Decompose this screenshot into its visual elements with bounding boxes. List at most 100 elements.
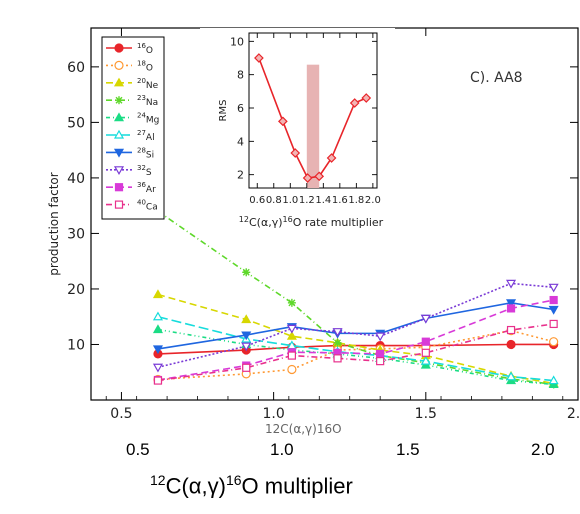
data-point-32S-2 (286, 324, 297, 334)
legend-label-36Ar: 36Ar (137, 181, 156, 195)
inset-highlight-band (306, 64, 320, 188)
outer-tick-0.5: 0.5 (126, 440, 150, 459)
data-point-20Ne-0 (152, 289, 163, 299)
inset-x-tick-label-1.2: 1.2 (299, 195, 315, 206)
inset-x-tick-label-1.0: 1.0 (282, 195, 298, 206)
inset-x-axis-label: 12C(α,γ)16O rate multiplier (239, 215, 384, 229)
data-point-32S-1 (241, 342, 252, 352)
legend-label-40Ca: 40Ca (137, 199, 158, 213)
data-point-40Ca-6 (506, 325, 516, 335)
x-tick-label-0.5: 0.5 (110, 406, 132, 422)
panel-label: C). AA8 (470, 70, 523, 86)
inset-x-tick-label-1.8: 1.8 (348, 195, 364, 206)
legend-label-24Mg: 24Mg (137, 112, 159, 126)
data-point-28Si-6 (506, 299, 517, 309)
outer-xlabel-mid: C(α,γ) (165, 473, 226, 499)
y-tick-label-30: 30 (67, 226, 85, 242)
y-tick-label-20: 20 (67, 282, 85, 298)
data-point-32S-6 (506, 279, 517, 289)
data-point-18O-7 (549, 337, 559, 347)
inset-x-tick-label-2.0: 2.0 (365, 195, 381, 206)
data-point-36Ar-7 (549, 295, 558, 305)
data-point-27Al-5 (420, 355, 431, 365)
data-point-40Ca-1 (242, 363, 251, 372)
data-point-32S-3 (332, 328, 343, 337)
legend-label-27Al: 27Al (137, 129, 155, 143)
overlap-axis-text: 12C(α,γ)16O (265, 422, 342, 436)
data-point-32S-0 (152, 363, 163, 373)
data-point-23Na-3 (333, 338, 342, 347)
x-tick-label-1.0: 1.0 (262, 406, 284, 422)
data-point-40Ca-3 (333, 354, 342, 363)
data-point-36Ar-4 (376, 349, 385, 359)
legend-marker-40Ca (114, 200, 124, 209)
inset-data-point-5 (326, 153, 337, 163)
legend-label-18O: 18O (137, 59, 153, 73)
outer-tick-1.0: 1.0 (270, 440, 294, 459)
series-line-28Si (157, 302, 554, 350)
inset-data-point-2 (290, 148, 301, 158)
legend-marker-32S (113, 166, 125, 176)
data-point-23Na-2 (287, 298, 296, 307)
inset-x-tick-label-1.6: 1.6 (332, 195, 348, 206)
data-point-36Ar-6 (506, 304, 516, 313)
data-point-23Na-1 (242, 268, 251, 277)
inset-y-tick-label-10: 10 (230, 35, 244, 48)
series-line-20Ne (157, 293, 554, 385)
legend-marker-20Ne (113, 77, 125, 87)
data-point-32S-4 (375, 332, 386, 342)
inset-y-tick-label-8: 8 (237, 69, 244, 82)
legend-marker-18O (114, 60, 124, 71)
inset-y-tick-label-2: 2 (237, 169, 244, 182)
data-point-40Ca-7 (549, 319, 558, 329)
series-line-16O (157, 343, 554, 355)
data-point-40Ca-4 (376, 357, 385, 366)
data-point-40Ca-0 (153, 376, 163, 385)
legend-marker-16O (114, 43, 124, 53)
y-axis-label: production factor (47, 172, 61, 275)
legend-label-23Na: 23Na (137, 94, 158, 108)
inset-data-point-6 (349, 98, 360, 108)
data-point-27Al-6 (506, 371, 517, 381)
inset-data-point-7 (361, 93, 372, 103)
legend-marker-27Al (113, 129, 125, 139)
data-point-40Ca-2 (287, 351, 296, 360)
outer-xlabel-tail: O multiplier (241, 473, 353, 499)
legend-marker-23Na (115, 96, 123, 105)
data-point-20Ne-1 (241, 314, 252, 324)
legend-box (101, 36, 165, 220)
data-point-18O-2 (287, 364, 297, 375)
legend-marker-36Ar (114, 183, 124, 192)
inset-data-point-0 (254, 53, 264, 63)
legend-label-28Si: 28Si (137, 146, 154, 160)
series-line-24Mg (157, 328, 554, 386)
y-tick-label-40: 40 (67, 171, 85, 187)
inset-y-axis-label: RMS (218, 100, 229, 122)
legend-marker-28Si (113, 148, 125, 158)
legend-label-20Ne: 20Ne (137, 77, 159, 91)
data-point-27Al-0 (152, 311, 163, 321)
series-line-18O (157, 329, 554, 381)
data-point-28Si-1 (241, 331, 252, 341)
inset-x-tick-label-0.8: 0.8 (266, 195, 282, 206)
data-point-27Al-7 (548, 375, 559, 385)
outer-xlabel-mass-2: 16 (225, 472, 242, 488)
inset-x-tick-label-0.6: 0.6 (249, 195, 265, 206)
outer-x-axis-label: 12C(α,γ)16O multiplier (150, 472, 353, 499)
inset-series-line-rms (258, 57, 367, 179)
data-point-28Si-0 (152, 345, 163, 355)
y-tick-label-60: 60 (67, 60, 85, 76)
y-tick-label-50: 50 (67, 115, 85, 131)
legend-label-16O: 16O (137, 42, 153, 56)
series-line-36Ar (157, 299, 554, 381)
x-tick-label-1.5: 1.5 (415, 406, 437, 422)
inset-background (200, 28, 395, 240)
data-point-24Mg-0 (152, 324, 163, 334)
inset-x-tick-label-1.4: 1.4 (315, 195, 331, 206)
inset-data-point-1 (278, 116, 288, 127)
inset-y-tick-label-6: 6 (237, 102, 244, 115)
y-tick-label-10: 10 (67, 337, 85, 353)
data-point-20Ne-2 (286, 330, 297, 340)
